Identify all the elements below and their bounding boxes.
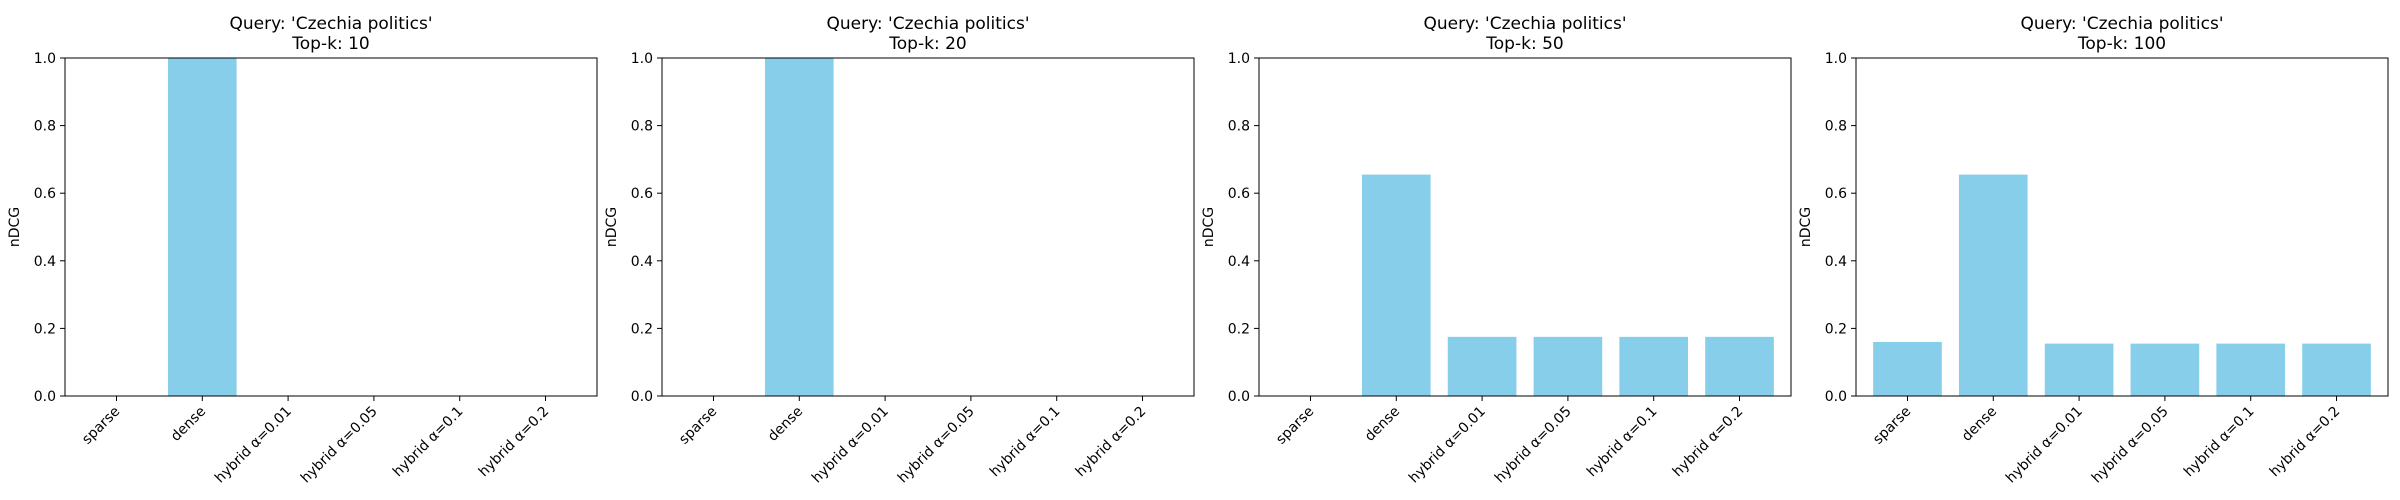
bar-2 [2044,343,2114,396]
chart-subtitle: Top-k: 20 [888,34,966,54]
x-tick-label: hybrid α=0.2 [476,404,553,481]
y-tick-label: 0.8 [1228,119,1250,135]
bar-1 [764,58,834,396]
y-tick-label: 0.6 [1228,186,1250,202]
y-tick-label: 0.8 [1825,119,1847,135]
x-tick-label: hybrid α=0.01 [212,404,295,487]
y-tick-label: 0.4 [1228,254,1250,270]
x-tick-label: hybrid α=0.2 [1073,404,1150,481]
x-tick-label: sparse [1870,404,1914,448]
y-tick-label: 0.4 [631,254,653,270]
y-tick-label: 0.6 [631,186,653,202]
x-tick-label: hybrid α=0.05 [1492,404,1575,487]
y-axis-label: nDCG [7,207,23,247]
y-tick-label: 0.4 [34,254,56,270]
chart-title: Query: 'Czechia politics' [826,14,1029,34]
y-tick-label: 0.0 [1825,389,1847,405]
chart-subtitle: Top-k: 50 [1485,34,1563,54]
x-tick-label: hybrid α=0.1 [1584,404,1661,481]
plot-frame [1855,57,2389,397]
y-axis-label: nDCG [1201,207,1217,247]
bar-5 [2302,343,2371,396]
x-tick-label: hybrid α=0.05 [298,404,381,487]
x-tick-label: dense [765,404,806,445]
x-tick-label: sparse [676,404,720,448]
plot-frame [661,57,1195,397]
bar-0 [1873,341,1942,396]
x-tick-label: hybrid α=0.01 [1406,404,1489,487]
y-tick-label: 1.0 [1228,51,1250,67]
y-tick-label: 1.0 [34,51,56,67]
y-tick-label: 0.2 [34,321,56,337]
bar-1 [1958,174,2028,396]
y-tick-label: 0.6 [1825,186,1847,202]
x-tick-label: hybrid α=0.05 [2089,404,2172,487]
y-tick-label: 0.8 [34,119,56,135]
x-tick-label: hybrid α=0.01 [809,404,892,487]
chart-subtitle: Top-k: 10 [291,34,369,54]
x-tick-label: hybrid α=0.1 [390,404,467,481]
plot-frame [1258,57,1792,397]
y-tick-label: 0.0 [1228,389,1250,405]
y-tick-label: 0.2 [631,321,653,337]
x-tick-label: hybrid α=0.1 [987,404,1064,481]
x-tick-label: dense [1362,404,1403,445]
y-tick-label: 0.0 [631,389,653,405]
chart-panel-1: Query: 'Czechia politics'Top-k: 10 0.0 0.2… [7,14,598,487]
bar-4 [1619,336,1689,396]
y-tick-label: 0.2 [1228,321,1250,337]
x-tick-label: sparse [1273,404,1317,448]
x-tick-label: sparse [79,404,123,448]
chart-panel-4: Query: 'Czechia politics'Top-k: 100 0.0 0.… [1798,14,2389,487]
x-tick-label: hybrid α=0.2 [2267,404,2344,481]
bar-2 [1447,336,1517,396]
x-tick-label: hybrid α=0.01 [2003,404,2086,487]
chart-panel-3: Query: 'Czechia politics'Top-k: 50 0.0 0.2… [1201,14,1792,487]
y-tick-label: 0.8 [631,119,653,135]
x-tick-label: dense [1959,404,2000,445]
bar-5 [1705,336,1774,396]
chart-title: Query: 'Czechia politics' [1423,14,1626,34]
bar-1 [1361,174,1431,396]
y-tick-label: 0.2 [1825,321,1847,337]
y-tick-label: 1.0 [1825,51,1847,67]
chart-title: Query: 'Czechia politics' [2020,14,2223,34]
chart-title: Query: 'Czechia politics' [229,14,432,34]
chart-panel-2: Query: 'Czechia politics'Top-k: 20 0.0 0.2… [604,14,1195,487]
y-tick-label: 0.0 [34,389,56,405]
x-tick-label: hybrid α=0.05 [895,404,978,487]
bar-3 [1533,336,1603,396]
x-tick-label: hybrid α=0.1 [2181,404,2258,481]
y-tick-label: 1.0 [631,51,653,67]
y-axis-label: nDCG [604,207,620,247]
bar-3 [2130,343,2200,396]
x-tick-label: dense [168,404,209,445]
y-axis-label: nDCG [1798,207,1814,247]
plot-frame [64,57,598,397]
chart-subtitle: Top-k: 100 [2077,34,2166,54]
y-tick-label: 0.6 [34,186,56,202]
x-tick-label: hybrid α=0.2 [1670,404,1747,481]
bar-4 [2216,343,2286,396]
bar-1 [167,58,237,396]
y-tick-label: 0.4 [1825,254,1847,270]
